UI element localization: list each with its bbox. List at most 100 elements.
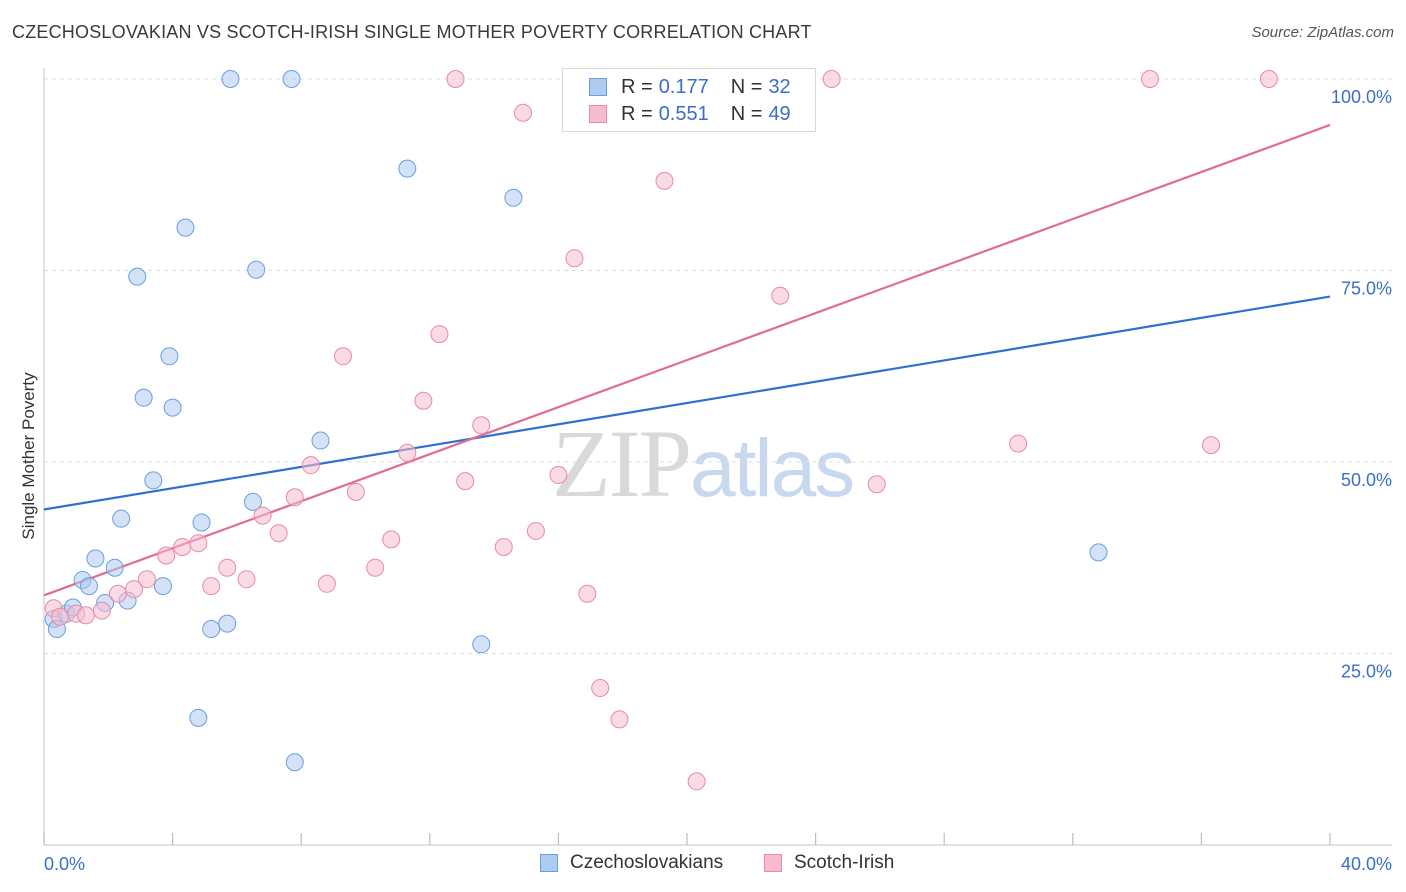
r-label: R = [621,102,653,125]
x-tick-label: 40.0% [1341,854,1392,874]
scotch-point [430,325,449,344]
grid-lines [44,78,1392,654]
czech-point [134,388,153,407]
r-value: 0.177 [658,75,709,98]
x-tick-label: 0.0% [44,854,85,874]
scotch-point [269,524,288,543]
czech-point [163,398,182,417]
scotch-point [655,171,674,190]
scotch-point [456,472,475,491]
czech-point [80,577,99,596]
scotch-point [125,580,144,599]
scotch-point [108,584,127,603]
scotch-point [301,456,320,475]
czech-point [86,549,105,568]
scotch-point [333,347,352,366]
legend-row-czech: R = 0.177 N = 32 [589,75,791,99]
czech-point [282,70,301,88]
source-credit: Source: ZipAtlas.com [1251,24,1394,41]
scotch-point [565,249,584,268]
scotch-point [771,286,790,305]
scotch-point [285,488,304,507]
legend-scotch: Scotch-Irish [764,852,894,874]
scotch-point [446,70,465,88]
scotch-point [202,577,221,596]
r-value: 0.551 [658,102,709,125]
scotch-point [610,710,629,729]
y-tick-label: 50.0% [1341,470,1392,490]
y-tick-label: 25.0% [1341,662,1392,682]
czech-point [218,614,237,633]
czech-point [472,635,491,654]
scotch-point [526,521,545,540]
scotch-point [1259,70,1278,88]
scotch-point [414,391,433,410]
y-tick-label: 75.0% [1341,279,1392,299]
scotch-point [237,570,256,589]
scotch-point [366,558,385,577]
scotch-point [1202,436,1221,455]
scotch-point [472,416,491,435]
czech-point [247,260,266,279]
scotch-point [346,482,365,501]
czech-legend-label: Czechoslovakians [570,852,724,873]
czech-point [160,347,179,366]
czech-point [153,577,172,596]
trend-lines [43,123,1331,597]
scotch-point [218,558,237,577]
czech-point [504,188,523,207]
czech-point [105,558,124,577]
legend-row-scotch: R = 0.551 N = 49 [589,102,791,126]
n-value: 32 [768,75,791,98]
czech-point [202,619,221,638]
legend-czech: Czechoslovakians [540,852,723,874]
czech-point [176,218,195,237]
scotch-point [398,443,417,462]
czech-point [1089,543,1108,562]
scotch-point [1009,434,1028,453]
czech-legend-swatch [540,854,558,872]
chart-title: CZECHOSLOVAKIAN VS SCOTCH-IRISH SINGLE M… [12,22,812,42]
scotch-point [76,606,95,625]
scotch-point [578,584,597,603]
scotch-point [317,574,336,593]
scotch-legend-swatch [764,854,782,872]
r-label: R = [621,75,653,98]
scotch-point [514,103,533,122]
n-label: N = [730,102,763,125]
scotch-point [137,570,156,589]
scotch-trend-line [43,123,1331,597]
czech-point [189,708,208,727]
scotch-point [157,546,176,565]
scotch-point [253,506,272,525]
czech-trend-line [43,295,1331,511]
czech-point [128,267,147,286]
scotch-point [382,530,401,549]
scotch-point [867,475,886,494]
scotch-swatch [589,105,607,123]
czech-point [243,492,262,511]
data-points [44,70,1278,791]
y-tick-label: 100.0% [1331,87,1392,107]
czech-point [285,753,304,772]
czech-point [311,431,330,450]
scotch-legend-label: Scotch-Irish [794,852,895,873]
n-label: N = [730,75,763,98]
stats-legend: R = 0.177 N = 32 R = 0.551 N = 49 [562,68,816,132]
czech-point [192,513,211,532]
scotch-point [92,601,111,620]
scotch-point [822,70,841,88]
scotch-point [173,538,192,557]
scotch-point [1140,70,1159,88]
czech-point [398,159,417,178]
scotch-point [494,538,513,557]
axes [43,68,1392,846]
axis-ticks [43,833,1331,845]
axis-labels: 25.0% 50.0% 75.0% 100.0% 0.0% 40.0% Single Mot… [19,87,1392,874]
czech-point [144,471,163,490]
scotch-point [189,534,208,553]
czech-point [221,70,240,88]
czech-point [112,509,131,528]
scotch-point [591,678,610,697]
